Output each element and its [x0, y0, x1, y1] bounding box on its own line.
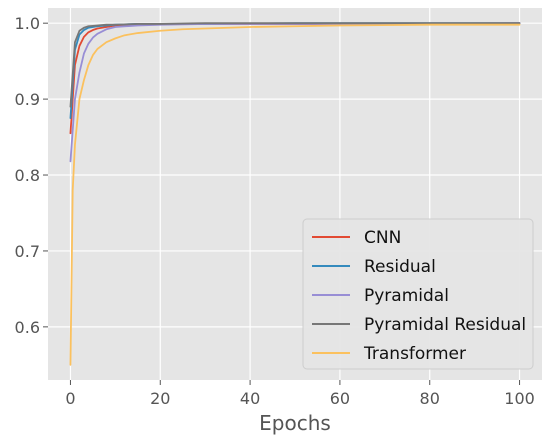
legend-label: Pyramidal	[364, 286, 449, 306]
series-line-pyramidal-residual	[69, 22, 521, 108]
series-line-transformer	[69, 23, 521, 366]
y-axis-ticks: 0.6 0.7 0.8 0.9 1.0	[15, 14, 48, 337]
legend-label: Transformer	[363, 344, 466, 364]
x-tick-label: 0	[65, 389, 75, 408]
y-tick-label: 0.8	[15, 166, 40, 185]
x-tick-label: 40	[240, 389, 260, 408]
legend-box	[302, 218, 534, 370]
legend-label: Residual	[364, 257, 436, 277]
x-tick-label: 100	[504, 389, 535, 408]
x-tick-label: 20	[150, 389, 170, 408]
x-axis-label: Epochs	[259, 411, 331, 435]
series-lines	[69, 22, 521, 366]
legend-label: CNN	[364, 228, 401, 248]
y-tick-label: 0.9	[15, 90, 40, 109]
y-tick-label: 1.0	[15, 14, 40, 33]
y-tick-label: 0.6	[15, 318, 40, 337]
x-axis-ticks: 0 20 40 60 80 100	[65, 380, 535, 408]
legend-label: Pyramidal Residual	[364, 315, 526, 335]
y-tick-label: 0.7	[15, 242, 40, 261]
x-tick-label: 80	[420, 389, 440, 408]
x-tick-label: 60	[330, 389, 350, 408]
legend: CNN Residual Pyramidal Pyramidal Residual Tr…	[302, 218, 534, 370]
